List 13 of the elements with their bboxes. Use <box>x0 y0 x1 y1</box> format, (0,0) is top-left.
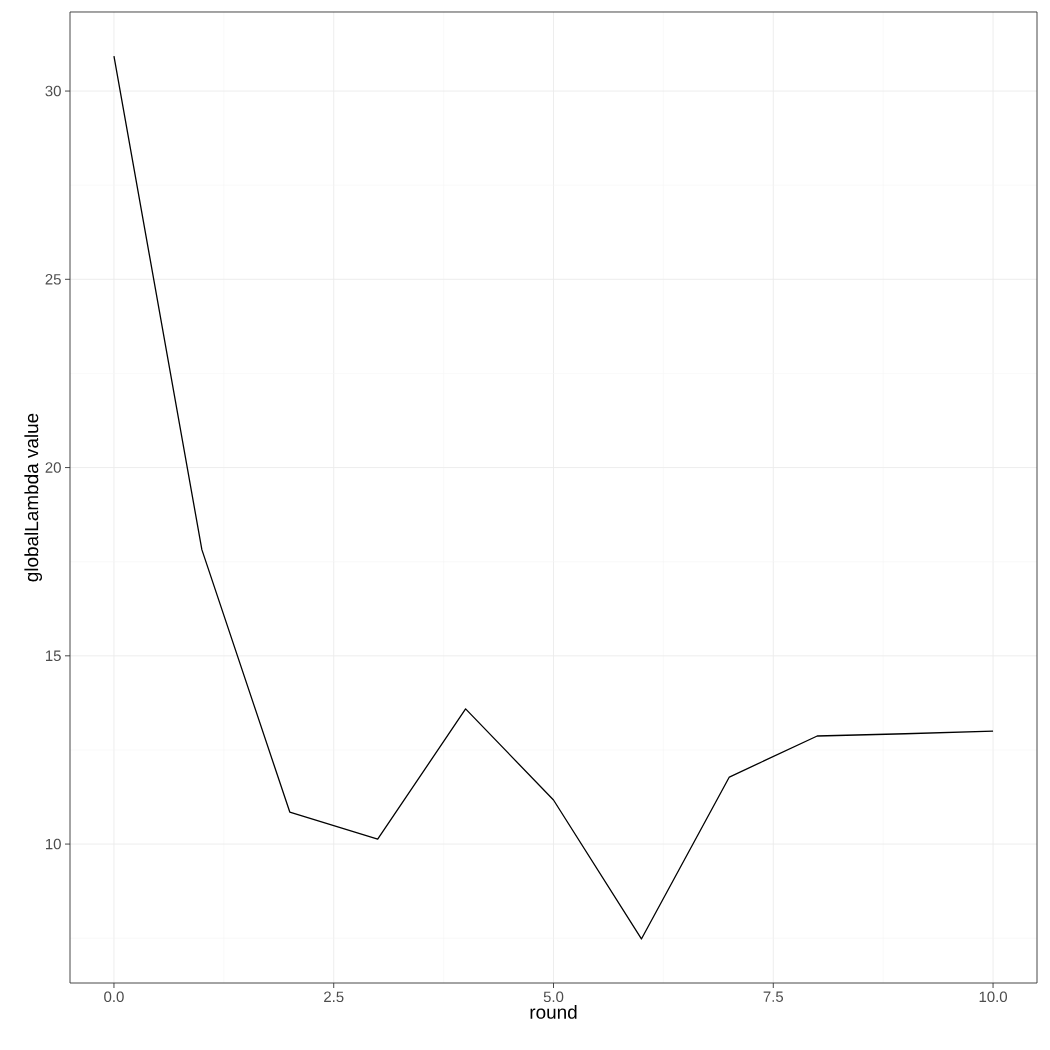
x-axis-title: round <box>530 1004 577 1019</box>
x-tick-label: 2.5 <box>324 991 344 1003</box>
y-axis-title: globalLambda value <box>24 413 43 582</box>
x-tick-label: 0.0 <box>104 991 124 1003</box>
y-tick-label: 15 <box>46 650 61 662</box>
x-tick-label: 5.0 <box>543 991 564 1003</box>
y-tick-label: 30 <box>45 85 61 97</box>
x-tick-label: 7.5 <box>763 991 784 1002</box>
y-tick-label: 25 <box>45 274 61 285</box>
line-series <box>113 55 994 940</box>
y-tick-label: 10 <box>46 838 61 850</box>
y-tick-label: 20 <box>45 462 61 473</box>
x-tick-label: 10.0 <box>979 991 1007 1003</box>
